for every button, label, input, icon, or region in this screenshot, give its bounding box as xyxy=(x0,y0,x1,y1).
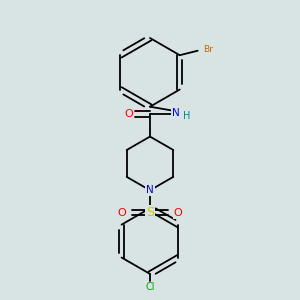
Text: Cl: Cl xyxy=(145,282,155,292)
Text: O: O xyxy=(118,208,127,218)
Text: H: H xyxy=(183,111,190,121)
Text: S: S xyxy=(146,206,154,219)
Text: N: N xyxy=(146,185,154,195)
Text: Br: Br xyxy=(203,45,213,54)
Text: O: O xyxy=(173,208,182,218)
Text: N: N xyxy=(172,108,180,118)
Text: O: O xyxy=(124,109,133,119)
